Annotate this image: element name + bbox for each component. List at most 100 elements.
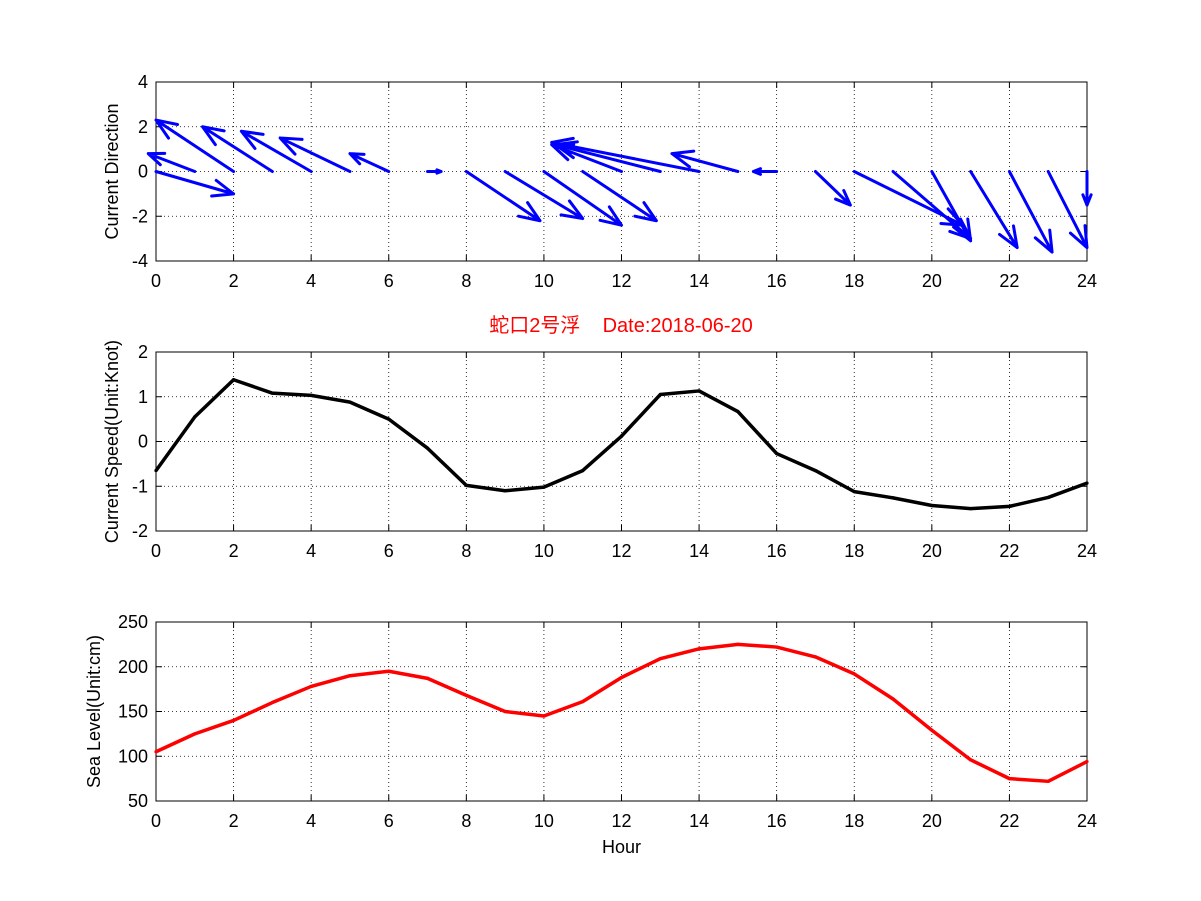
data-point [619, 434, 624, 438]
data-point [969, 507, 973, 511]
data-point [464, 693, 468, 697]
x-tick-label: 18 [844, 541, 864, 561]
x-tick-label: 6 [384, 271, 394, 291]
data-point [891, 697, 895, 701]
current-arrow [751, 167, 779, 176]
current-arrow [542, 170, 623, 227]
data-point [348, 400, 352, 404]
x-tick-label: 16 [767, 811, 787, 831]
x-tick-label: 22 [999, 541, 1019, 561]
data-point [581, 468, 585, 473]
x-tick-label: 6 [384, 811, 394, 831]
data-point [813, 468, 818, 473]
y-axis-label: Sea Level(Unit:cm) [84, 635, 104, 788]
y-tick-label: -4 [132, 251, 148, 271]
data-point [270, 700, 274, 705]
data-point [542, 714, 546, 718]
data-point [969, 758, 973, 762]
data-point [581, 700, 585, 704]
current-arrow [503, 170, 585, 220]
data-point [309, 684, 313, 689]
data-point [231, 718, 236, 723]
data-point [309, 393, 313, 398]
x-tick-label: 10 [534, 541, 554, 561]
x-tick-label: 18 [844, 811, 864, 831]
data-point [775, 451, 779, 456]
y-tick-label: 200 [118, 657, 148, 677]
data-point [852, 672, 856, 676]
current-arrow [154, 118, 236, 173]
current-arrow [239, 129, 313, 173]
data-point [231, 378, 236, 382]
x-tick-label: 0 [151, 271, 161, 291]
x-tick-label: 12 [611, 271, 631, 291]
y-tick-label: 150 [118, 702, 148, 722]
data-point [697, 389, 701, 393]
data-point [852, 490, 856, 494]
current-arrow [426, 168, 443, 175]
data-point [387, 417, 391, 421]
y-tick-label: -2 [132, 206, 148, 226]
x-tick-label: 8 [461, 271, 471, 291]
x-tick-label: 24 [1077, 541, 1097, 561]
data-point [1046, 779, 1050, 783]
data-point [775, 645, 779, 649]
x-tick-label: 4 [306, 271, 316, 291]
current-arrow [1081, 170, 1093, 207]
data-point [1085, 481, 1089, 485]
x-tick-label: 6 [384, 541, 394, 561]
x-tick-label: 18 [844, 271, 864, 291]
x-tick-label: 14 [689, 271, 709, 291]
data-point [154, 750, 158, 754]
current-arrow [464, 170, 542, 223]
data-point [930, 728, 934, 732]
x-tick-label: 20 [922, 271, 942, 291]
y-tick-label: 2 [138, 117, 148, 137]
x-tick-label: 24 [1077, 271, 1097, 291]
x-tick-label: 2 [229, 811, 239, 831]
x-tick-label: 10 [534, 811, 554, 831]
data-point [1007, 777, 1012, 781]
x-axis-label: Hour [602, 837, 641, 857]
data-point [1007, 504, 1012, 508]
y-tick-label: -1 [132, 476, 148, 496]
y-tick-label: 4 [138, 72, 148, 92]
x-tick-label: 8 [461, 541, 471, 561]
data-point [464, 483, 468, 487]
x-tick-label: 16 [767, 541, 787, 561]
y-tick-label: 0 [138, 432, 148, 452]
current-arrow [969, 170, 1019, 250]
data-point [425, 676, 430, 680]
data-point [697, 647, 701, 651]
current-arrow [201, 125, 274, 173]
x-tick-label: 8 [461, 811, 471, 831]
y-tick-label: 1 [138, 387, 148, 407]
data-point [387, 669, 391, 673]
data-point [930, 503, 934, 508]
y-tick-label: -2 [132, 521, 148, 541]
y-tick-label: 50 [128, 791, 148, 811]
current-arrow [1007, 170, 1054, 254]
data-point [542, 485, 546, 489]
data-point [270, 391, 274, 395]
data-point [736, 642, 740, 646]
current-arrow [1046, 170, 1089, 250]
y-axis-label: Current Speed(Unit:Knot) [102, 340, 122, 543]
current-arrow [278, 136, 352, 173]
x-tick-label: 20 [922, 541, 942, 561]
x-tick-label: 0 [151, 811, 161, 831]
data-point [891, 496, 895, 500]
x-tick-label: 4 [306, 541, 316, 561]
data-point [658, 657, 662, 661]
data-point [619, 675, 624, 680]
x-tick-label: 2 [229, 541, 239, 561]
x-tick-label: 14 [689, 811, 709, 831]
x-tick-label: 14 [689, 541, 709, 561]
x-tick-label: 0 [151, 541, 161, 561]
current-arrow [581, 170, 658, 223]
data-point [658, 392, 662, 397]
data-point [193, 732, 197, 736]
